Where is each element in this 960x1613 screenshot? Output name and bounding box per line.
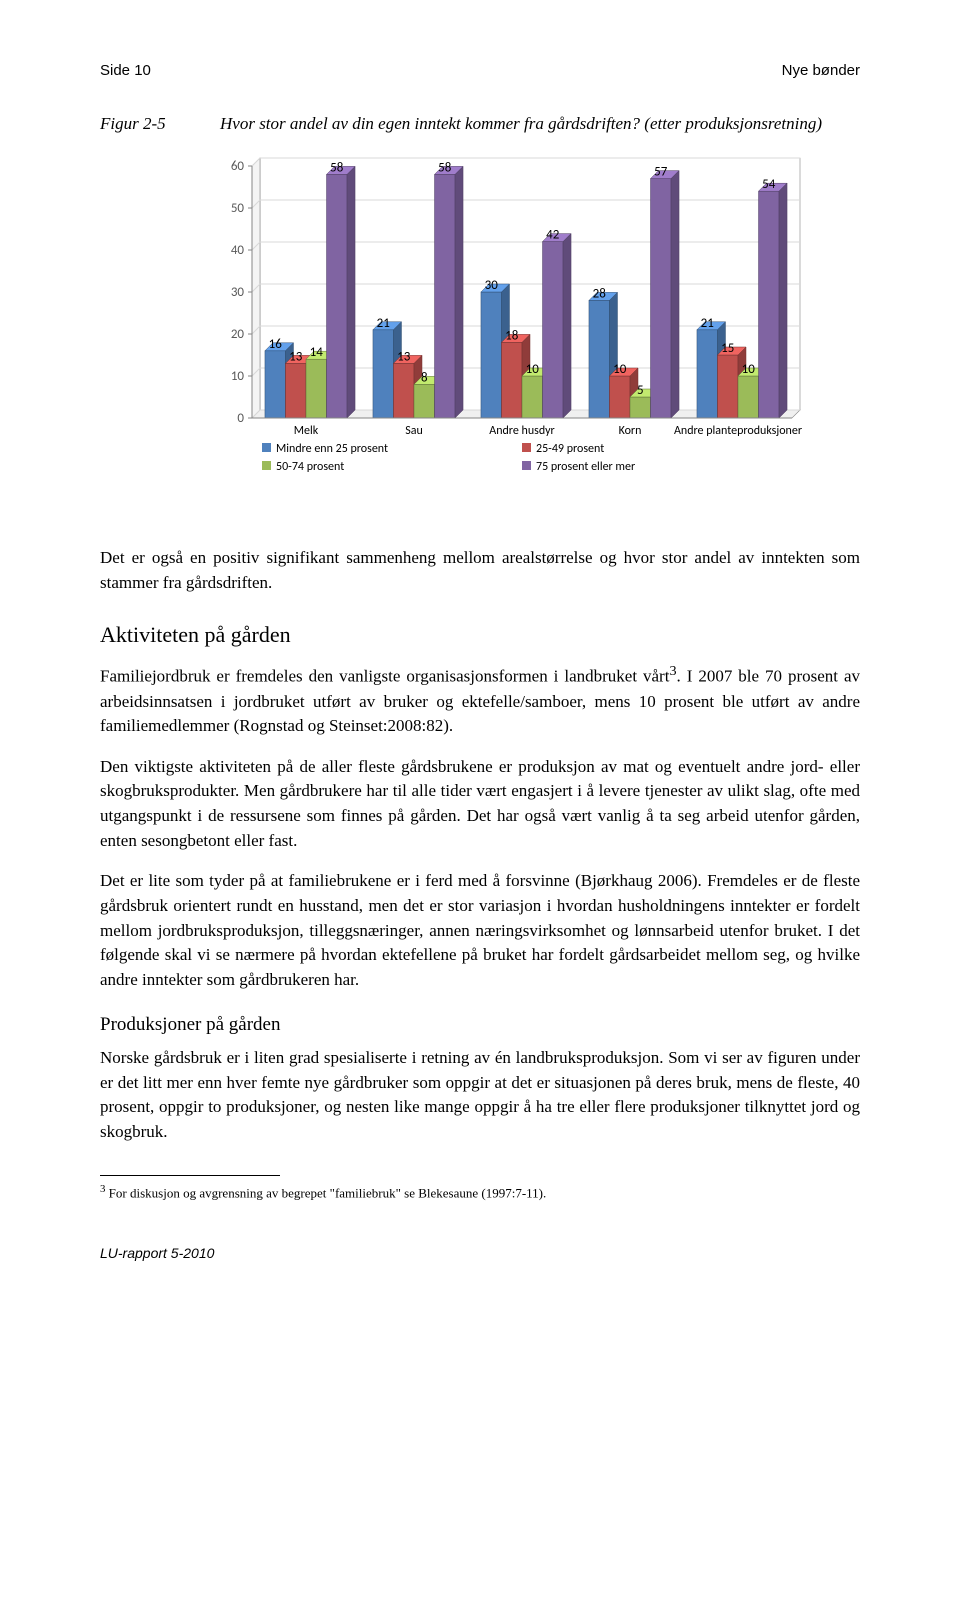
svg-text:20: 20 bbox=[231, 327, 245, 342]
page-header: Side 10 Nye bønder bbox=[100, 60, 860, 82]
svg-text:Korn: Korn bbox=[619, 424, 642, 438]
svg-text:8: 8 bbox=[421, 371, 428, 386]
section-heading-aktiviteten: Aktiviteten på gården bbox=[100, 619, 860, 651]
svg-text:30: 30 bbox=[231, 285, 245, 300]
bar-chart: 0 10 20 30 40 50 60 16 13 14 58 Melk 21 13 8 58 Sau 30 18 1… bbox=[210, 148, 860, 516]
svg-text:Andre husdyr: Andre husdyr bbox=[489, 424, 554, 438]
svg-text:10: 10 bbox=[526, 362, 540, 377]
svg-text:0: 0 bbox=[237, 411, 244, 426]
svg-text:57: 57 bbox=[654, 165, 668, 180]
paragraph-4: Det er lite som tyder på at familiebruke… bbox=[100, 869, 860, 992]
paragraph-3: Den viktigste aktiviteten på de aller fl… bbox=[100, 755, 860, 854]
svg-text:50: 50 bbox=[231, 201, 245, 216]
paragraph-2: Familiejordbruk er fremdeles den vanligs… bbox=[100, 661, 860, 739]
footnote-separator bbox=[100, 1175, 280, 1176]
svg-text:18: 18 bbox=[505, 329, 519, 344]
figure-heading: Figur 2-5 Hvor stor andel av din egen in… bbox=[100, 112, 860, 137]
footnote-ref-3: 3 bbox=[669, 663, 676, 679]
svg-text:21: 21 bbox=[377, 316, 390, 331]
svg-text:75 prosent eller mer: 75 prosent eller mer bbox=[536, 460, 635, 474]
svg-text:13: 13 bbox=[289, 350, 303, 365]
svg-text:14: 14 bbox=[310, 346, 324, 361]
svg-text:21: 21 bbox=[701, 316, 714, 331]
svg-text:58: 58 bbox=[330, 161, 344, 176]
svg-text:10: 10 bbox=[231, 369, 245, 384]
svg-text:10: 10 bbox=[613, 362, 627, 377]
page-footer: LU-rapport 5-2010 bbox=[100, 1243, 860, 1263]
p2-part-a: Familiejordbruk er fremdeles den vanligs… bbox=[100, 667, 669, 686]
svg-text:40: 40 bbox=[231, 243, 245, 258]
svg-text:Melk: Melk bbox=[294, 424, 319, 438]
svg-text:Andre planteproduksjoner: Andre planteproduksjoner bbox=[674, 424, 802, 438]
svg-text:58: 58 bbox=[438, 161, 452, 176]
figure-label: Figur 2-5 bbox=[100, 112, 220, 137]
figure-caption: Hvor stor andel av din egen inntekt komm… bbox=[220, 112, 860, 137]
paragraph-intro: Det er også en positiv signifikant samme… bbox=[100, 546, 860, 595]
header-right: Nye bønder bbox=[782, 60, 860, 82]
svg-text:10: 10 bbox=[742, 362, 756, 377]
paragraph-5: Norske gårdsbruk er i liten grad spesial… bbox=[100, 1046, 860, 1145]
svg-text:5: 5 bbox=[637, 383, 644, 398]
svg-text:16: 16 bbox=[269, 337, 283, 352]
footnote-text: For diskusjon og avgrensning av begrepet… bbox=[105, 1185, 546, 1200]
svg-text:Mindre enn 25 prosent: Mindre enn 25 prosent bbox=[276, 442, 388, 456]
svg-text:54: 54 bbox=[762, 178, 776, 193]
svg-text:Sau: Sau bbox=[405, 424, 423, 438]
section-heading-produksjoner: Produksjoner på gården bbox=[100, 1011, 860, 1039]
svg-text:25-49 prosent: 25-49 prosent bbox=[536, 442, 604, 456]
svg-text:50-74 prosent: 50-74 prosent bbox=[276, 460, 344, 474]
footnote-3: 3 For diskusjon og avgrensning av begrep… bbox=[100, 1182, 860, 1203]
header-left: Side 10 bbox=[100, 60, 151, 82]
svg-text:60: 60 bbox=[231, 159, 245, 174]
svg-text:28: 28 bbox=[593, 287, 607, 302]
svg-text:15: 15 bbox=[721, 341, 734, 356]
svg-text:42: 42 bbox=[546, 228, 560, 243]
svg-text:13: 13 bbox=[397, 350, 411, 365]
svg-text:30: 30 bbox=[485, 278, 499, 293]
